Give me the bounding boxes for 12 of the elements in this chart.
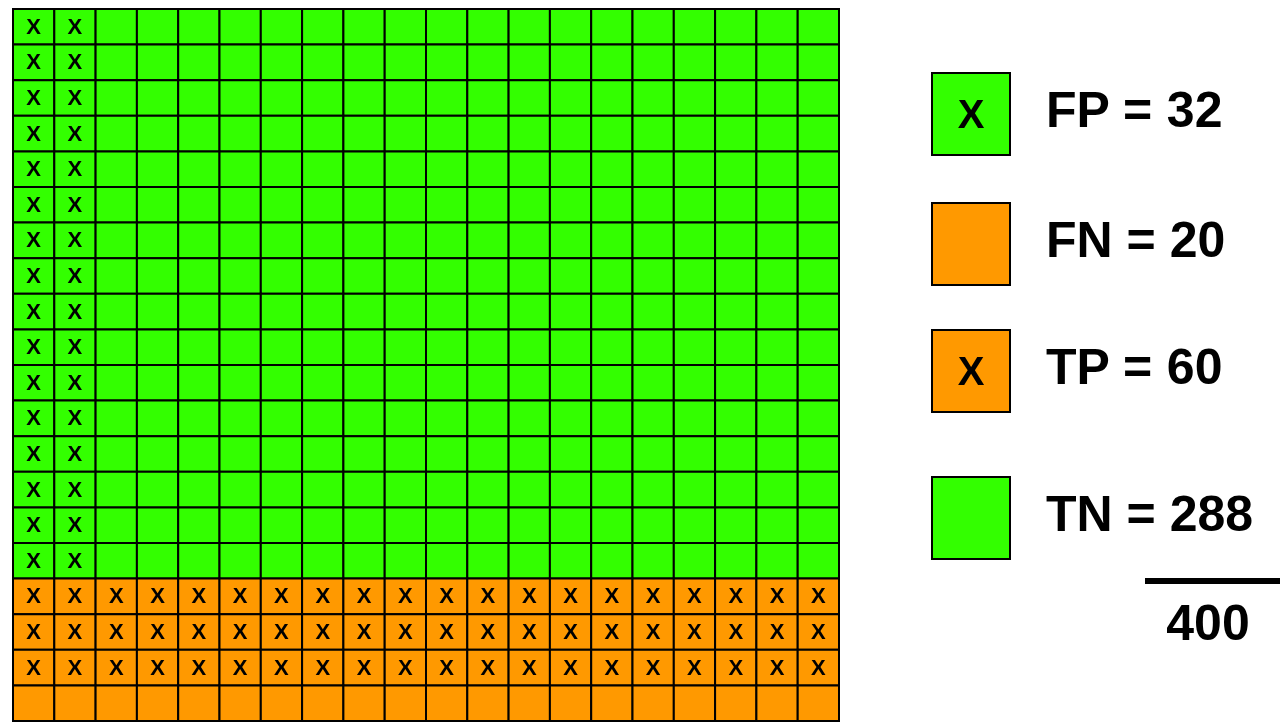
category-label: FN = <box>1046 211 1156 268</box>
category-label: TN = <box>1046 485 1156 542</box>
category-label: FP = <box>1046 81 1153 138</box>
data-label: 288 <box>1169 485 1254 542</box>
data-label: 32 <box>1166 81 1223 138</box>
data-label: 60 <box>1166 338 1223 395</box>
square-grid: X X X X X X X X X X X X X X X X X X X X X X X X X X X X X X X X X X X X X X X X X X X X X X X X X X X X X X X X X X X X X X X X X X X X X X X X X X X X X X X X X X X X X X X X X X X X <box>12 8 840 722</box>
crossed-square-swatch: X <box>931 72 1011 156</box>
crossed-square-swatch: X <box>931 329 1011 413</box>
data-label: 20 <box>1169 211 1226 268</box>
category-label: TP = <box>1046 338 1153 395</box>
text: 400 <box>1166 594 1250 651</box>
